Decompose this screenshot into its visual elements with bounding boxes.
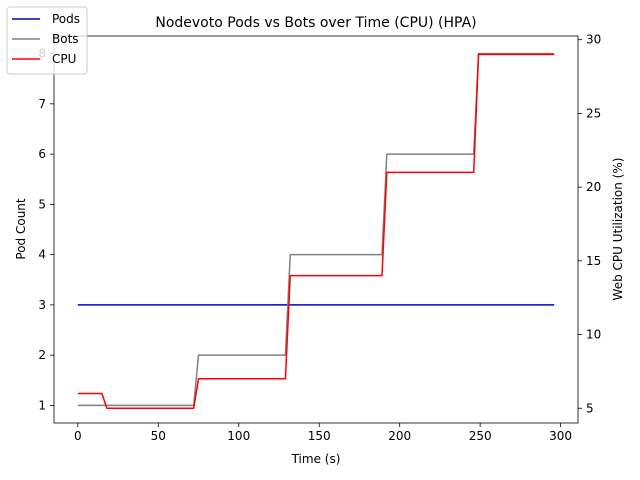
y-right-tick-label: 15 (586, 254, 601, 268)
y-axis-left: 12345678 (38, 47, 54, 412)
series-line-cpu (77, 53, 555, 410)
x-tick-label: 100 (227, 429, 250, 443)
y-right-tick-label: 25 (586, 106, 601, 120)
y-left-tick-label: 5 (38, 197, 46, 211)
x-axis-label: Time (s) (291, 452, 341, 466)
y-right-tick-label: 20 (586, 180, 601, 194)
plot-frame (53, 35, 579, 424)
y-right-tick-label: 10 (586, 328, 601, 342)
y-left-tick-label: 4 (38, 248, 46, 262)
x-tick-label: 200 (388, 429, 411, 443)
x-axis: 0 50 100 150 200 250 300 (74, 423, 572, 443)
y-right-tick-label: 30 (586, 33, 601, 47)
chart-title: Nodevoto Pods vs Bots over Time (CPU) (H… (155, 15, 476, 31)
x-tick-label: 0 (74, 429, 82, 443)
legend: Pods Bots CPU (6, 6, 88, 75)
plot-area (54, 36, 578, 423)
legend-label-cpu: CPU (52, 52, 76, 66)
y-right-tick-label: 5 (586, 401, 594, 415)
legend-label-pods: Pods (52, 12, 80, 26)
x-tick-label: 50 (151, 429, 166, 443)
y-axis-left-label: Pod Count (14, 198, 28, 260)
x-tick-label: 250 (469, 429, 492, 443)
y-left-tick-label: 3 (38, 298, 46, 312)
x-tick-label: 300 (549, 429, 572, 443)
y-left-tick-label: 1 (38, 398, 46, 412)
series-layer (77, 52, 555, 410)
y-left-tick-label: 6 (38, 147, 46, 161)
legend-frame (6, 6, 88, 75)
y-axis-right: 5 10 15 20 25 30 (578, 33, 601, 415)
y-left-tick-label: 7 (38, 97, 46, 111)
y-axis-right-label: Web CPU Utilization (%) (611, 158, 625, 301)
y-left-tick-label: 2 (38, 348, 46, 362)
legend-label-bots: Bots (52, 32, 79, 46)
x-tick-label: 150 (308, 429, 331, 443)
